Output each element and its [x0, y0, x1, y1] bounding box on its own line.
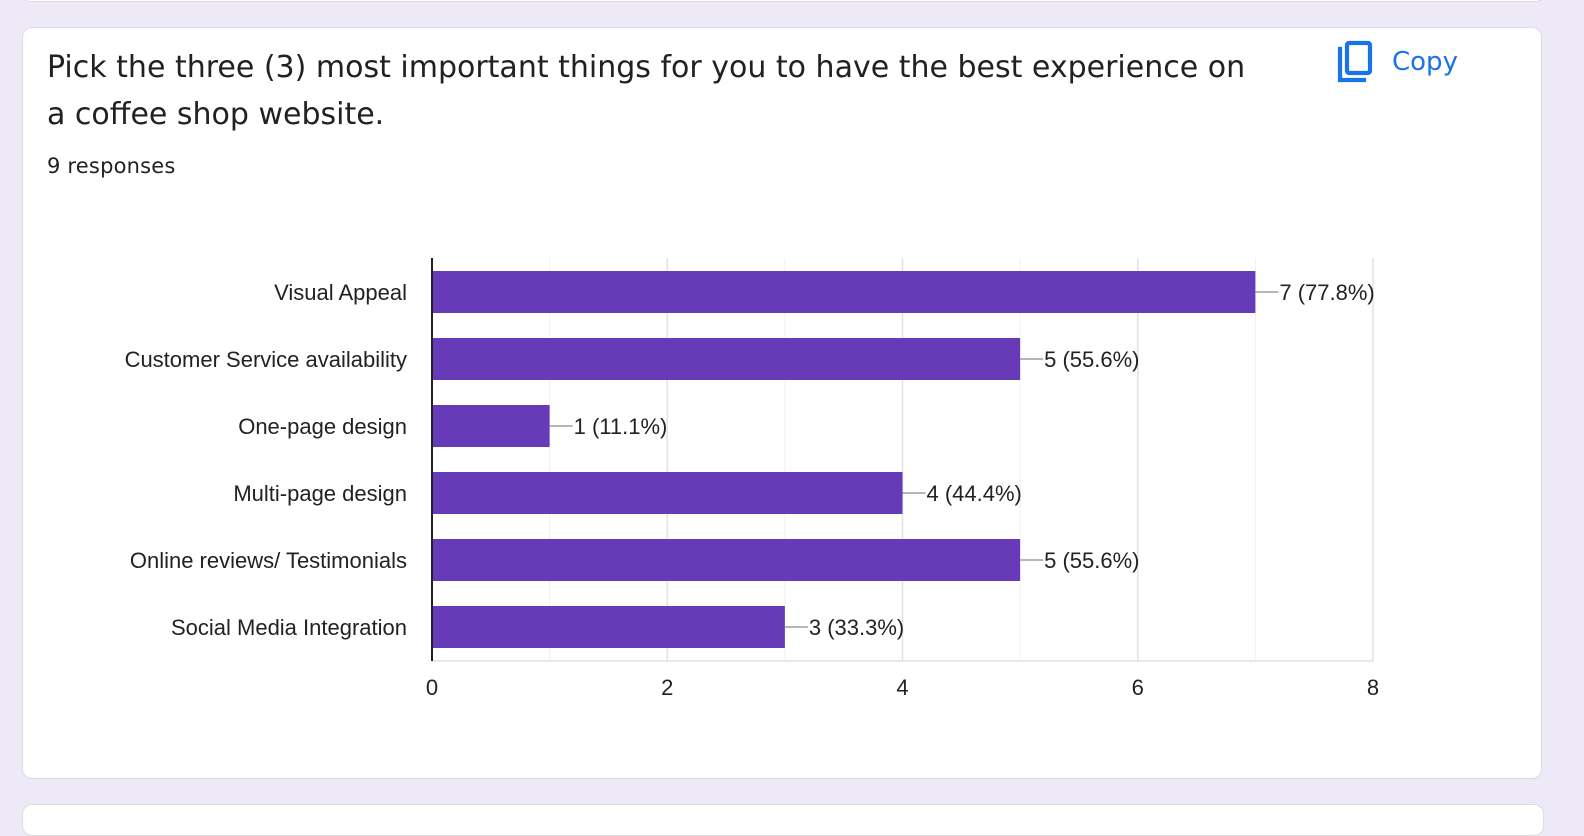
x-tick-label: 4: [896, 675, 908, 700]
bar[interactable]: [432, 271, 1256, 313]
gridlines: [432, 258, 1374, 662]
bar[interactable]: [432, 405, 550, 447]
x-tick-label: 2: [661, 675, 673, 700]
copy-button[interactable]: Copy: [1334, 40, 1458, 84]
category-label: Online reviews/ Testimonials: [130, 548, 407, 573]
response-count: 9 responses: [47, 154, 176, 178]
category-label: Social Media Integration: [171, 615, 407, 640]
responses-bar-chart: 7 (77.8%) Visual Appeal 5 (55.6%) Customer …: [125, 258, 1380, 700]
data-label: 4 (44.4%): [927, 481, 1022, 506]
bar[interactable]: [432, 472, 903, 514]
bar[interactable]: [432, 606, 785, 648]
copy-label: Copy: [1392, 47, 1458, 77]
category-label: Customer Service availability: [125, 347, 407, 372]
bars: [432, 271, 1256, 648]
data-label: 5 (55.6%): [1044, 347, 1139, 372]
x-tick-label: 6: [1132, 675, 1144, 700]
question-title: Pick the three (3) most important things…: [47, 50, 1246, 132]
category-label: Visual Appeal: [274, 280, 407, 305]
question-summary-card: [22, 27, 1542, 779]
bar[interactable]: [432, 539, 1021, 581]
data-label: 5 (55.6%): [1044, 548, 1139, 573]
bar[interactable]: [432, 338, 1021, 380]
next-card-edge: [22, 804, 1544, 836]
data-label: 3 (33.3%): [809, 615, 904, 640]
data-label: 1 (11.1%): [574, 414, 668, 439]
data-label: 7 (77.8%): [1279, 280, 1374, 305]
x-tick-label: 8: [1367, 675, 1379, 700]
category-label: One-page design: [238, 414, 407, 439]
category-label: Multi-page design: [233, 481, 407, 506]
content-copy-icon: [1337, 40, 1373, 83]
labels: 7 (77.8%) Visual Appeal 5 (55.6%) Customer …: [125, 280, 1380, 700]
x-tick-label: 0: [426, 675, 438, 700]
